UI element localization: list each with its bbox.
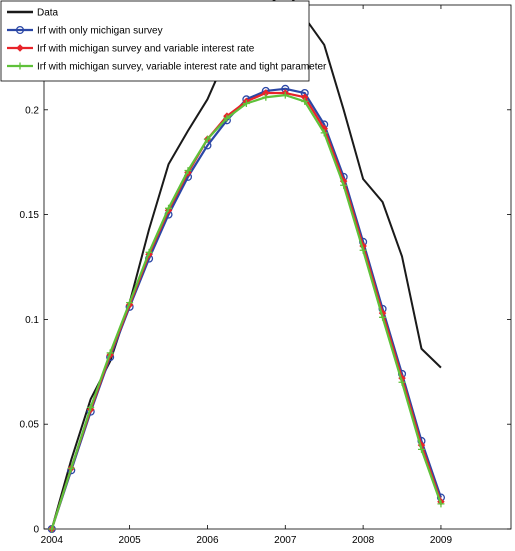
- legend-point: [16, 62, 24, 70]
- series-3-point: [398, 378, 406, 386]
- series-3-point: [223, 114, 231, 122]
- series-3-point: [242, 100, 250, 108]
- legend-point: [16, 44, 24, 52]
- series-3-point: [359, 246, 367, 254]
- y-tick-label: 0.2: [25, 105, 39, 116]
- legend-entry: Data: [7, 8, 59, 19]
- x-tick-label: 2006: [196, 535, 219, 546]
- series-3-point: [126, 299, 134, 307]
- series-3-point: [203, 135, 211, 143]
- plot-axes: 2004 2005 2006 2007 2008 2009 0 0.05 0.1 0.15 0.2: [20, 4, 512, 546]
- series-3-point: [301, 97, 309, 105]
- series-3-point: [48, 525, 56, 533]
- legend-entry: Irf with only michigan survey: [7, 26, 163, 37]
- series-3-point: [106, 349, 114, 357]
- legend-label: Data: [37, 8, 59, 19]
- series-3-point: [87, 403, 95, 411]
- legend-label: Irf with michigan survey and variable in…: [37, 44, 255, 55]
- y-tick-label: 0.05: [20, 420, 40, 431]
- plot-frame: [43, 4, 512, 530]
- legend-label: Irf with only michigan survey: [37, 26, 163, 37]
- series-3-point: [262, 93, 270, 101]
- series-3-point: [437, 500, 445, 508]
- series-3-point: [320, 129, 328, 137]
- series-3-point: [145, 248, 153, 256]
- plot-series: [47, 0, 446, 534]
- series-3-point: [417, 445, 425, 453]
- y-tick-label: 0.1: [25, 315, 39, 326]
- series-3-point: [184, 167, 192, 175]
- legend-entry: Irf with michigan survey, variable inter…: [7, 62, 327, 73]
- series-3-point: [340, 181, 348, 189]
- legend-point: [15, 25, 25, 35]
- series-3-point: [165, 204, 173, 212]
- legend-label: Irf with michigan survey, variable inter…: [37, 62, 327, 73]
- x-tick-label: 2007: [274, 535, 297, 546]
- legend: Data Irf with only michigan survey Irf wit…: [0, 0, 327, 82]
- y-tick-label: 0: [33, 525, 39, 536]
- series-3-point: [281, 91, 289, 99]
- x-tick-label: 2009: [430, 535, 453, 546]
- x-tick-label: 2004: [41, 535, 64, 546]
- series-3-point: [67, 464, 75, 472]
- x-tick-label: 2005: [118, 535, 141, 546]
- series-3: [48, 91, 445, 533]
- x-tick-label: 2008: [352, 535, 375, 546]
- legend-entry: Irf with michigan survey and variable in…: [7, 44, 255, 55]
- y-tick-label: 0.15: [20, 210, 40, 221]
- series-3-point: [379, 313, 387, 321]
- legend-box: [0, 0, 310, 82]
